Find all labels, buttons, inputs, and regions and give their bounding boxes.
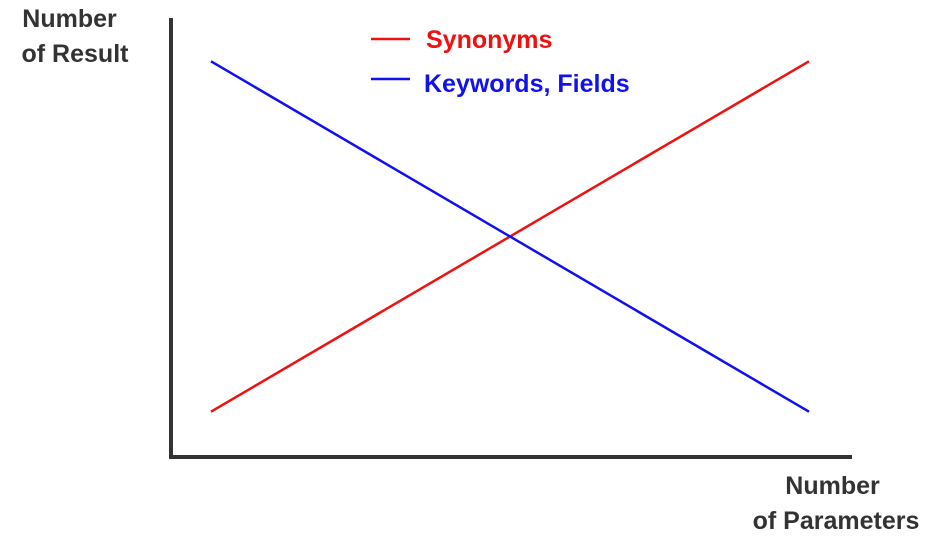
series-layer	[211, 61, 809, 411]
y-axis-title-line-1: Number	[22, 5, 117, 33]
x-axis-title-line-2: of Parameters	[753, 507, 920, 535]
y-axis-title-line-2: of Result	[22, 40, 130, 68]
x-axis-title-line-1: Number	[785, 472, 880, 500]
legend-label-synonyms: Synonyms	[426, 26, 552, 54]
x-axis-title: Number of Parameters	[753, 472, 920, 535]
legend: Synonyms Keywords, Fields	[371, 26, 630, 98]
y-axis-title: Number of Result	[22, 5, 130, 68]
legend-label-keywords-fields: Keywords, Fields	[424, 70, 630, 98]
